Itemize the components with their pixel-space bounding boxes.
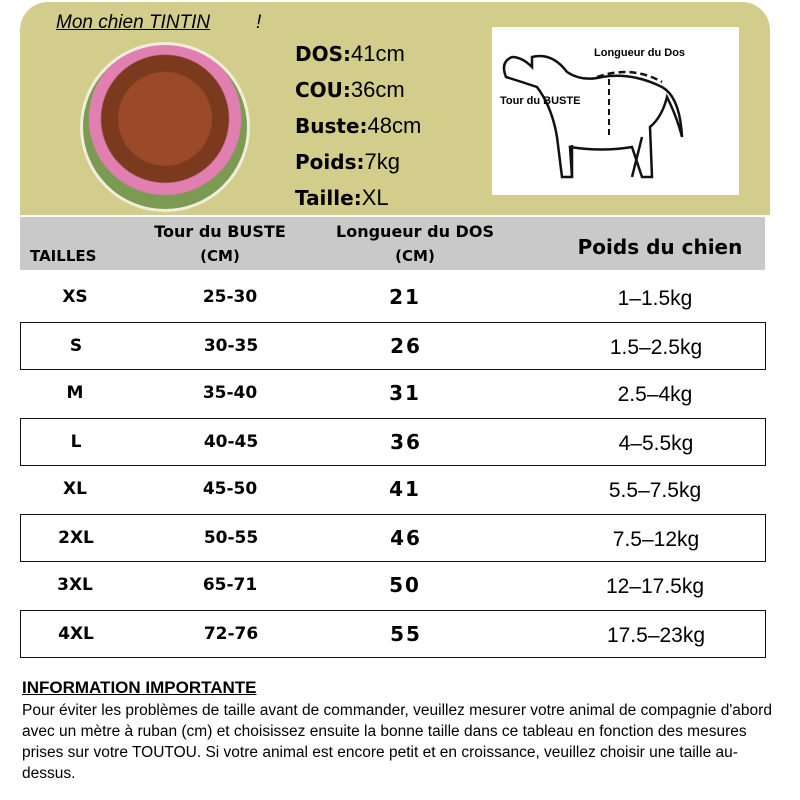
cell-weight: 12–17.5kg (605, 575, 705, 598)
cell-back: 26 (390, 334, 422, 358)
header-back: Longueur du DOS (336, 222, 494, 241)
stat-value: XL (361, 185, 389, 210)
table-row: XS 25-30 21 1–1.5kg (20, 274, 764, 320)
cell-size: 4XL (58, 624, 94, 644)
cell-size: L (70, 432, 82, 452)
cell-back: 36 (390, 430, 422, 454)
stat-value: 36cm (350, 77, 405, 102)
cell-back: 55 (390, 622, 422, 646)
cell-size: M (66, 383, 84, 403)
dog-photo (80, 42, 250, 212)
cell-chest: 40-45 (203, 432, 259, 452)
table-row: S 30-35 26 1.5–2.5kg (20, 322, 766, 370)
measurement-diagram: Longueur du Dos Tour du BUSTE (492, 27, 739, 195)
cell-size: XL (63, 479, 87, 499)
header-back-unit: (CM) (395, 247, 435, 265)
dog-outline-icon (502, 54, 684, 179)
cell-weight: 2.5–4kg (617, 383, 693, 406)
dog-stats: DOS:41cm COU:36cm Buste:48cm Poids:7kg Taill… (295, 36, 421, 216)
back-length-label: Longueur du Dos (594, 47, 686, 59)
info-text: Pour éviter les problèmes de taille avan… (22, 702, 772, 782)
cell-back: 21 (389, 285, 421, 309)
header-weight: Poids du chien (577, 235, 743, 259)
stat-cou: COU:36cm (295, 77, 405, 102)
stat-label: Poids (295, 150, 357, 174)
stat-value: 48cm (367, 113, 422, 138)
stat-poids: Poids:7kg (295, 149, 400, 174)
stat-buste: Buste:48cm (295, 113, 422, 138)
chest-label: Tour du BUSTE (500, 95, 581, 107)
header-size: TAILLES (30, 247, 97, 265)
cell-chest: 30-35 (203, 336, 259, 356)
cell-weight: 1.5–2.5kg (609, 336, 703, 359)
cell-weight: 17.5–23kg (606, 624, 706, 647)
profile-title-suffix: ! (256, 12, 262, 33)
cell-chest: 35-40 (202, 383, 258, 403)
info-heading: INFORMATION IMPORTANTE (22, 678, 257, 697)
table-row: 4XL 72-76 55 17.5–23kg (20, 610, 766, 658)
cell-size: 3XL (57, 575, 93, 595)
profile-title: Mon chien TINTIN (56, 12, 211, 33)
cell-back: 50 (389, 573, 421, 597)
header-chest-unit: (CM) (200, 247, 240, 265)
stat-value: 7kg (364, 149, 400, 174)
table-row: 3XL 65-71 50 12–17.5kg (20, 562, 764, 608)
table-header: TAILLES Tour du BUSTE (CM) Longueur du D… (20, 217, 765, 270)
stat-label: DOS (295, 42, 344, 66)
cell-weight: 5.5–7.5kg (608, 479, 702, 502)
stat-dos: DOS:41cm (295, 41, 405, 66)
stat-label: COU (295, 78, 343, 102)
cell-chest: 72-76 (203, 624, 259, 644)
table-row: M 35-40 31 2.5–4kg (20, 370, 764, 416)
stat-label: Taille (295, 186, 354, 210)
stat-label: Buste (295, 114, 360, 138)
table-row: 2XL 50-55 46 7.5–12kg (20, 514, 766, 562)
cell-size: XS (62, 287, 88, 307)
table-row: L 40-45 36 4–5.5kg (20, 418, 766, 466)
cell-chest: 50-55 (203, 528, 259, 548)
cell-chest: 65-71 (202, 575, 258, 595)
stat-value: 41cm (351, 41, 405, 66)
important-info: INFORMATION IMPORTANTE Pour éviter les p… (22, 678, 782, 784)
cell-chest: 25-30 (202, 287, 258, 307)
cell-back: 41 (389, 477, 421, 501)
cell-weight: 1–1.5kg (617, 287, 693, 310)
cell-size: 2XL (58, 528, 94, 548)
table-row: XL 45-50 41 5.5–7.5kg (20, 466, 764, 512)
stat-taille: Taille:XL (295, 185, 389, 210)
header-chest: Tour du BUSTE (154, 222, 286, 241)
cell-chest: 45-50 (202, 479, 258, 499)
cell-size: S (69, 336, 83, 356)
cell-weight: 7.5–12kg (612, 528, 700, 551)
cell-back: 46 (390, 526, 422, 550)
cell-weight: 4–5.5kg (618, 432, 694, 455)
cell-back: 31 (389, 381, 421, 405)
